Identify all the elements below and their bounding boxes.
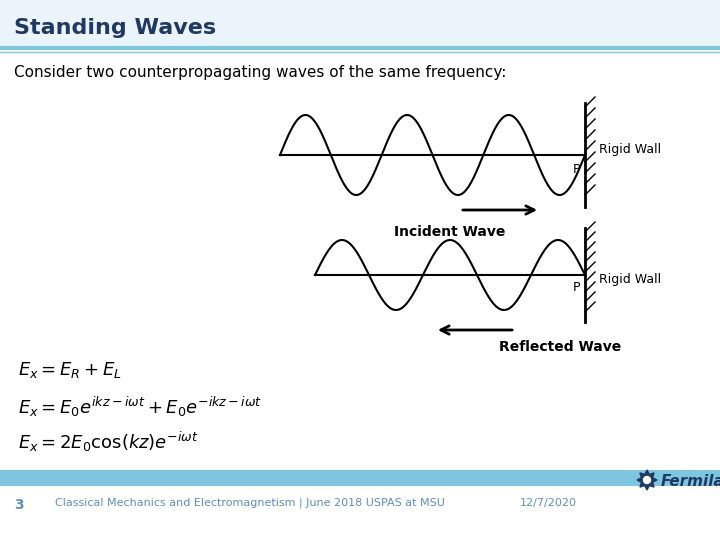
- Text: Standing Waves: Standing Waves: [14, 18, 216, 38]
- Text: 12/7/2020: 12/7/2020: [520, 498, 577, 508]
- Text: $E_x = E_0 e^{ikz-i\omega t} + E_0 e^{-ikz-i\omega t}$: $E_x = E_0 e^{ikz-i\omega t} + E_0 e^{-i…: [18, 395, 262, 419]
- Text: P: P: [572, 281, 580, 294]
- Polygon shape: [644, 476, 650, 483]
- Text: Fermilab: Fermilab: [661, 474, 720, 489]
- Text: 3: 3: [14, 498, 24, 512]
- Text: Consider two counterpropagating waves of the same frequency:: Consider two counterpropagating waves of…: [14, 64, 506, 79]
- Text: P: P: [572, 163, 580, 176]
- FancyBboxPatch shape: [0, 0, 720, 48]
- Text: $E_x = 2E_0 \cos(kz)e^{-i\omega t}$: $E_x = 2E_0 \cos(kz)e^{-i\omega t}$: [18, 430, 199, 454]
- Text: Rigid Wall: Rigid Wall: [599, 144, 661, 157]
- Text: $E_x = E_R + E_L$: $E_x = E_R + E_L$: [18, 360, 122, 380]
- Polygon shape: [637, 470, 657, 490]
- Text: Classical Mechanics and Electromagnetism | June 2018 USPAS at MSU: Classical Mechanics and Electromagnetism…: [55, 498, 445, 509]
- Text: Rigid Wall: Rigid Wall: [599, 273, 661, 287]
- Text: Reflected Wave: Reflected Wave: [499, 340, 621, 354]
- Text: Incident Wave: Incident Wave: [395, 225, 505, 239]
- FancyBboxPatch shape: [0, 470, 720, 486]
